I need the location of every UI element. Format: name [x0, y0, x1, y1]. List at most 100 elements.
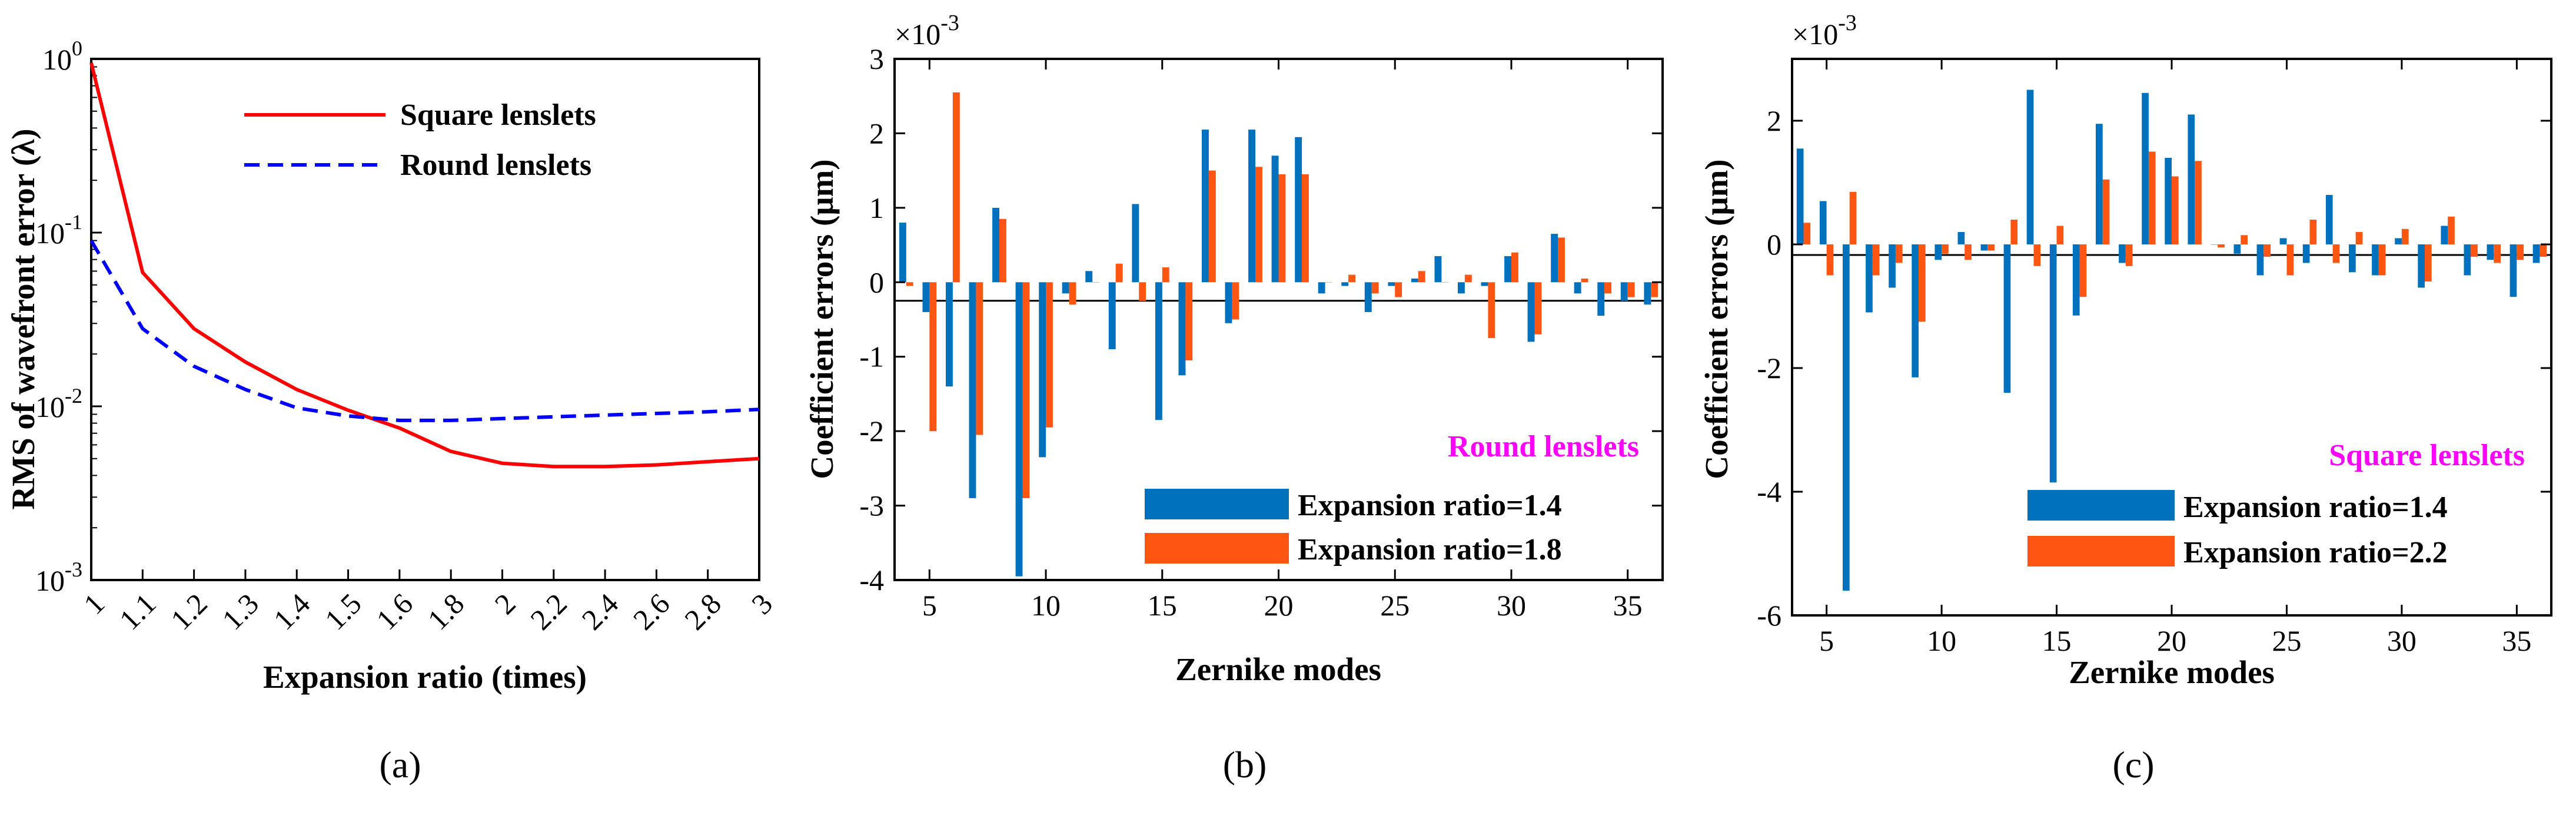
- x-tick-label: 2: [488, 587, 521, 621]
- panel-b-y-ticks: -4 -3 -2 -1 0 1 2 3: [859, 42, 1663, 597]
- y-tick-label: 10-1: [35, 210, 82, 250]
- bar-series2-mode-4: [906, 282, 913, 286]
- x-tick-label: 1.5: [318, 587, 368, 637]
- bar-series2-mode-22: [2218, 244, 2225, 248]
- bar-series2-mode-5: [929, 282, 937, 432]
- bar-series1-mode-32: [1551, 234, 1558, 283]
- panel-b-label: (b): [1223, 744, 1267, 786]
- bar-series2-mode-22: [1325, 282, 1332, 283]
- x-tick-label: 25: [1380, 589, 1410, 622]
- bar-series2-mode-9: [1919, 244, 1926, 322]
- bar-series1-mode-4: [1796, 148, 1804, 245]
- panel-a-label: (a): [379, 744, 421, 786]
- x-tick-label: 3: [745, 587, 779, 621]
- bar-series1-mode-34: [1597, 282, 1605, 316]
- bar-series2-mode-27: [2332, 244, 2340, 263]
- x-tick-label: 1: [77, 587, 111, 621]
- bar-series1-mode-17: [1202, 130, 1209, 283]
- bar-series2-mode-9: [1022, 282, 1030, 498]
- bar-series1-mode-27: [2325, 195, 2333, 244]
- x-tick-label: 10: [1927, 624, 1956, 657]
- panel-b-legend-label-1: Expansion ratio=1.4: [1298, 489, 1562, 522]
- bar-series1-mode-5: [1819, 201, 1827, 244]
- x-tick-label: 1.2: [164, 587, 214, 637]
- bar-series1-mode-26: [1411, 279, 1418, 283]
- bar-series2-mode-14: [1139, 282, 1146, 301]
- y-tick-label: 3: [869, 42, 884, 75]
- bar-series1-mode-29: [1481, 282, 1488, 286]
- bar-series1-mode-36: [1644, 282, 1651, 305]
- x-tick-label: 20: [1264, 589, 1294, 622]
- panel-a-y-axis-label: RMS of wavefront error (λ): [5, 128, 41, 509]
- x-tick-label: 2.2: [524, 587, 573, 637]
- bar-series2-mode-28: [2355, 232, 2363, 244]
- bar-series2-mode-35: [1627, 282, 1635, 297]
- panel-a-axes-box: [90, 58, 760, 581]
- bar-series2-mode-18: [2125, 244, 2133, 266]
- panel-b-legend: Expansion ratio=1.4 Expansion ratio=1.8: [1145, 489, 1562, 566]
- bar-series2-mode-30: [2401, 228, 2409, 245]
- y-tick-label: -6: [1757, 599, 1781, 632]
- series-line-square-lenslets: [89, 62, 760, 469]
- bar-series2-mode-25: [2286, 244, 2294, 276]
- bar-series2-mode-8: [1895, 244, 1903, 263]
- y-tick-label: 100: [42, 37, 82, 76]
- y-tick-label: -2: [859, 415, 884, 448]
- bar-series1-mode-22: [2211, 244, 2218, 245]
- bar-series2-mode-16: [1185, 282, 1193, 360]
- panel-b-annotation: Round lenslets: [1448, 430, 1639, 463]
- bar-series1-mode-31: [2418, 244, 2425, 288]
- bar-series1-mode-23: [1341, 282, 1349, 286]
- bar-series2-mode-36: [1651, 282, 1658, 297]
- bar-series1-mode-12: [1085, 271, 1093, 283]
- panel-c-y-ticks: -6 -4 -2 0 2: [1757, 104, 2551, 632]
- panel-c-scale-base: ×10: [1792, 18, 1838, 51]
- bar-series2-mode-33: [1581, 279, 1588, 283]
- bar-series1-mode-24: [1364, 282, 1372, 312]
- panel-b-legend-swatch-1: [1145, 489, 1289, 519]
- bar-series2-mode-23: [1348, 274, 1355, 283]
- bar-series1-mode-9: [1015, 282, 1023, 577]
- bar-series1-mode-7: [969, 282, 976, 498]
- bar-series2-mode-11: [1069, 282, 1076, 305]
- bar-series2-mode-19: [1255, 167, 1262, 283]
- y-tick-label: 0: [1767, 228, 1781, 261]
- bar-series1-mode-31: [1527, 282, 1535, 342]
- bar-series1-mode-10: [1935, 244, 1942, 260]
- bar-series1-mode-6: [946, 282, 953, 387]
- bar-series1-mode-21: [2188, 114, 2195, 244]
- bar-series2-mode-7: [1872, 244, 1880, 276]
- panel-c-x-ticks: 5 10 15 20 25 30 35: [1819, 59, 2531, 657]
- panel-b-x-ticks: 5 10 15 20 25 30 35: [922, 59, 1643, 622]
- bar-series2-mode-16: [2079, 244, 2087, 297]
- bar-series2-mode-24: [1371, 282, 1379, 294]
- bar-series2-mode-20: [2172, 176, 2179, 244]
- y-tick-label: 0: [869, 266, 884, 299]
- legend-label-square-lenslets: Square lenslets: [400, 98, 596, 132]
- bar-series1-mode-33: [2464, 244, 2471, 276]
- bar-series1-mode-11: [1062, 282, 1069, 294]
- panel-c-axes-box: [1791, 58, 2552, 617]
- bar-series1-mode-24: [2256, 244, 2264, 276]
- bar-series2-mode-28: [1464, 274, 1472, 283]
- bar-series1-mode-12: [1980, 244, 1988, 251]
- bar-series2-mode-13: [2010, 220, 2018, 244]
- bar-series2-mode-34: [2494, 244, 2501, 263]
- x-tick-label: 15: [2042, 624, 2072, 657]
- bar-series1-mode-14: [2026, 90, 2034, 244]
- bar-series1-mode-8: [992, 207, 999, 283]
- bar-series2-mode-27: [1441, 282, 1449, 283]
- y-tick-exponent: -2: [65, 384, 82, 407]
- bar-series1-mode-21: [1295, 137, 1302, 283]
- bar-series2-mode-8: [999, 218, 1006, 283]
- x-tick-label: 35: [2502, 624, 2531, 657]
- y-tick-label: -2: [1757, 352, 1781, 385]
- bar-series2-mode-21: [1302, 174, 1309, 283]
- panel-b-x-axis-label: Zernike modes: [1175, 651, 1381, 687]
- y-tick-base: 10: [35, 564, 65, 597]
- bar-series1-mode-26: [2302, 244, 2310, 263]
- bar-series2-mode-10: [1046, 282, 1053, 428]
